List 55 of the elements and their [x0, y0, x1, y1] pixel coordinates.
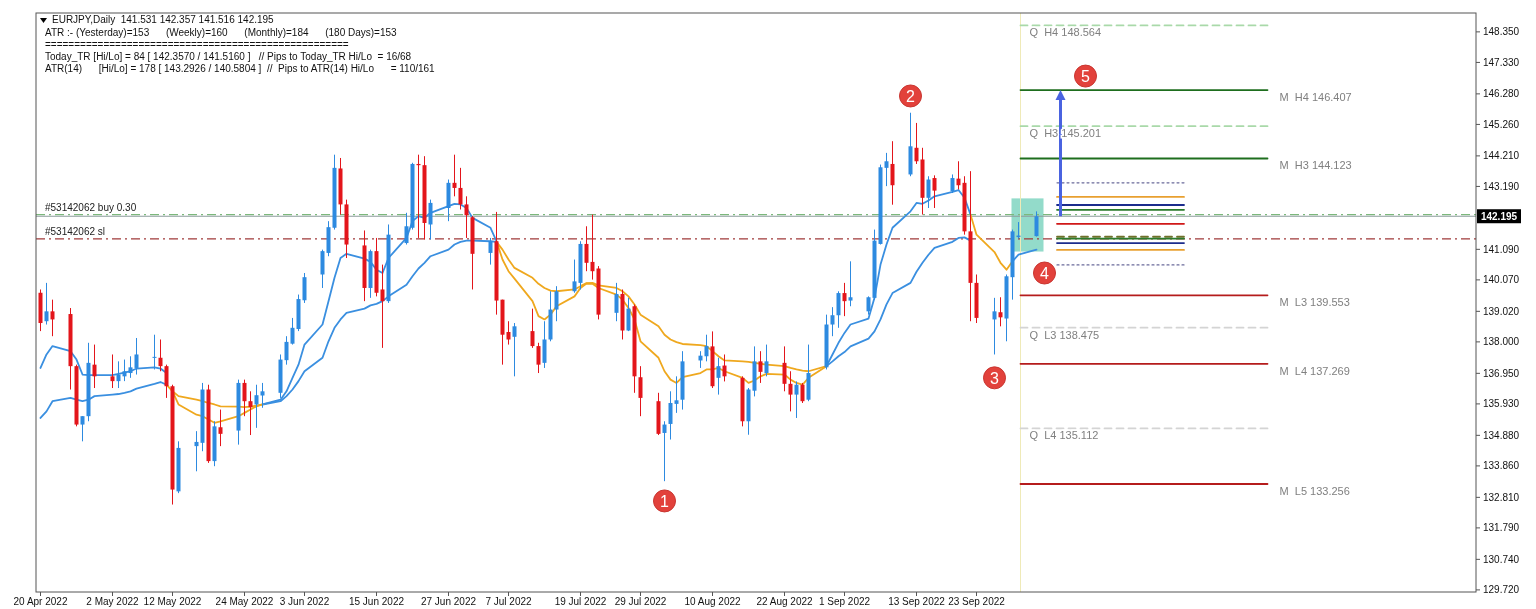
chart-title: EURJPY,Daily 141.531 142.357 141.516 142.195: [52, 14, 275, 25]
series-label: Q L3 138.475: [1029, 328, 1100, 341]
ref-line-label: #53142062 sl: [45, 225, 106, 237]
x-tick-label: 15 Jun 2022: [348, 596, 405, 607]
y-tick-label: 147.330: [1483, 56, 1520, 68]
annotation: ====================================================: [45, 39, 349, 50]
x-tick-label: 29 Jul 2022: [614, 596, 667, 607]
x-tick-label: 19 Jul 2022: [554, 596, 607, 607]
ref-line-label: #53142062 buy 0.30: [45, 201, 137, 213]
annotation: 5: [1081, 68, 1091, 86]
x-tick-label: 3 Jun 2022: [279, 596, 330, 607]
y-tick-label: 148.350: [1483, 26, 1520, 38]
annotation: Today_TR [Hi/Lo] = 84 [ 142.3570 / 141.5160 ] // Pips to Today_TR Hi/Lo = 16/68: [45, 51, 412, 62]
y-tick-label: 132.810: [1483, 491, 1520, 503]
y-tick-label: 141.090: [1483, 243, 1520, 255]
series-label: M H4 146.407: [1279, 91, 1352, 104]
series-label: Q H4 148.564: [1029, 26, 1102, 39]
annotation: 1: [660, 492, 670, 510]
series-label: M L3 139.553: [1279, 296, 1350, 309]
x-tick-label: 10 Aug 2022: [684, 596, 742, 607]
x-tick-label: 7 Jul 2022: [485, 596, 533, 607]
y-tick-label: 138.000: [1483, 336, 1520, 348]
series-label: Q H3 145.201: [1029, 127, 1102, 140]
series-label: M L4 137.269: [1279, 364, 1350, 377]
y-tick-label: 140.070: [1483, 274, 1520, 286]
y-tick-label: 135.930: [1483, 398, 1520, 410]
annotation: 3: [990, 369, 1000, 387]
y-tick-label: 143.190: [1483, 180, 1520, 192]
y-tick-label: 145.260: [1483, 118, 1520, 130]
x-tick-label: 24 May 2022: [215, 596, 274, 607]
y-tick-label: 136.950: [1483, 367, 1520, 379]
y-tick-label: 129.720: [1483, 584, 1520, 596]
y-tick-label: 131.790: [1483, 522, 1520, 534]
annotation: ATR :- (Yesterday)=153 (Weekly)=160 (Monthly)=184 (180 Days)=153: [45, 27, 398, 38]
y-tick-label: 139.020: [1483, 305, 1520, 317]
x-tick-label: 2 May 2022: [86, 596, 140, 607]
x-tick-label: 1 Sep 2022: [818, 596, 871, 607]
ref-line-label: 142.195: [1480, 211, 1518, 223]
y-tick-label: 146.280: [1483, 88, 1520, 100]
x-tick-label: 20 Apr 2022: [13, 596, 68, 607]
x-tick-label: 22 Aug 2022: [756, 596, 814, 607]
series-label: M H3 144.123: [1279, 159, 1352, 172]
y-tick-label: 130.740: [1483, 553, 1520, 565]
series-label: Q L4 135.112: [1029, 429, 1099, 442]
x-tick-label: 23 Sep 2022: [948, 596, 1006, 607]
x-tick-label: 27 Jun 2022: [420, 596, 477, 607]
x-tick-label: 13 Sep 2022: [888, 596, 946, 607]
y-tick-label: 133.860: [1483, 460, 1520, 472]
annotation: 4: [1040, 265, 1050, 282]
x-tick-label: 12 May 2022: [143, 596, 202, 607]
y-tick-label: 144.210: [1483, 150, 1520, 162]
annotation: 2: [906, 87, 916, 105]
annotation: ATR(14) [Hi/Lo] = 178 [ 143.2926 / 140.5804 ] // Pips to ATR(14) Hi/Lo = 110/161: [45, 63, 436, 74]
series-label: M L5 133.256: [1279, 484, 1350, 497]
y-tick-label: 134.880: [1483, 429, 1520, 441]
